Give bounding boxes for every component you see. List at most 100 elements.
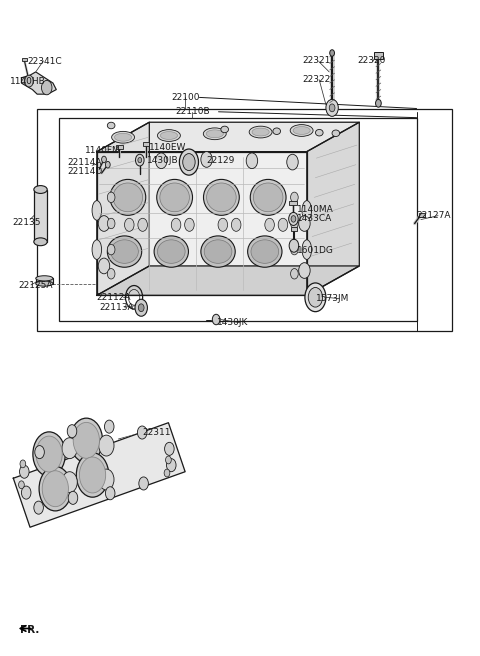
- Circle shape: [305, 283, 326, 312]
- Ellipse shape: [73, 422, 99, 459]
- Circle shape: [166, 456, 171, 464]
- Ellipse shape: [315, 129, 323, 136]
- Polygon shape: [307, 122, 360, 295]
- Circle shape: [62, 438, 77, 459]
- Circle shape: [156, 153, 167, 169]
- Circle shape: [41, 81, 52, 95]
- Bar: [34, 190, 47, 242]
- Ellipse shape: [204, 128, 226, 140]
- Circle shape: [105, 420, 114, 433]
- Text: 22110B: 22110B: [175, 108, 210, 116]
- Ellipse shape: [111, 240, 138, 263]
- Ellipse shape: [115, 133, 132, 141]
- Ellipse shape: [206, 130, 223, 138]
- Ellipse shape: [39, 466, 72, 511]
- Bar: [22, 58, 27, 62]
- Ellipse shape: [253, 183, 283, 212]
- Ellipse shape: [92, 240, 102, 259]
- Circle shape: [290, 218, 298, 229]
- Ellipse shape: [42, 471, 69, 506]
- Circle shape: [231, 218, 241, 232]
- Text: 22112A: 22112A: [97, 293, 132, 302]
- Text: 22129: 22129: [206, 155, 235, 165]
- Bar: [289, 201, 297, 205]
- Circle shape: [287, 154, 298, 170]
- Ellipse shape: [221, 126, 228, 133]
- Text: 22114A: 22114A: [67, 157, 102, 167]
- Ellipse shape: [79, 457, 106, 493]
- Ellipse shape: [248, 236, 282, 267]
- Polygon shape: [22, 72, 56, 94]
- Ellipse shape: [108, 236, 142, 267]
- Circle shape: [20, 465, 29, 478]
- Bar: [36, 278, 53, 283]
- Circle shape: [25, 75, 34, 87]
- Circle shape: [19, 481, 24, 489]
- Circle shape: [375, 99, 381, 107]
- Circle shape: [99, 435, 114, 456]
- Circle shape: [291, 216, 296, 222]
- Circle shape: [35, 445, 44, 459]
- Circle shape: [180, 149, 199, 175]
- Circle shape: [68, 491, 78, 504]
- Polygon shape: [97, 122, 360, 152]
- Circle shape: [326, 99, 338, 116]
- Ellipse shape: [160, 183, 190, 212]
- Text: 1430JB: 1430JB: [147, 155, 179, 165]
- Circle shape: [171, 218, 181, 232]
- Text: 22114D: 22114D: [67, 167, 103, 176]
- Polygon shape: [13, 422, 185, 527]
- Ellipse shape: [157, 240, 185, 263]
- Text: 22113A: 22113A: [99, 302, 134, 312]
- Circle shape: [108, 245, 115, 255]
- Ellipse shape: [252, 128, 269, 136]
- Circle shape: [299, 262, 310, 278]
- Ellipse shape: [112, 131, 134, 143]
- Text: 1140EW: 1140EW: [149, 143, 187, 152]
- Ellipse shape: [108, 122, 115, 129]
- Ellipse shape: [113, 183, 143, 212]
- Circle shape: [265, 218, 275, 232]
- Ellipse shape: [92, 201, 102, 220]
- Ellipse shape: [250, 179, 286, 215]
- Ellipse shape: [76, 453, 109, 497]
- Bar: [143, 142, 149, 146]
- Circle shape: [138, 304, 144, 312]
- Circle shape: [167, 459, 176, 472]
- Ellipse shape: [293, 127, 310, 134]
- Polygon shape: [97, 122, 149, 295]
- Text: 22127A: 22127A: [417, 211, 451, 220]
- Text: 1573JM: 1573JM: [316, 294, 350, 303]
- Ellipse shape: [36, 281, 53, 286]
- Ellipse shape: [34, 238, 47, 246]
- Text: FR.: FR.: [20, 625, 39, 635]
- Circle shape: [246, 153, 258, 169]
- Circle shape: [299, 216, 310, 232]
- Circle shape: [98, 258, 110, 274]
- Circle shape: [108, 268, 115, 279]
- Circle shape: [135, 299, 147, 316]
- Ellipse shape: [332, 130, 340, 136]
- Circle shape: [102, 156, 107, 163]
- Text: 1140HB: 1140HB: [10, 77, 46, 85]
- Circle shape: [34, 501, 43, 514]
- Circle shape: [164, 469, 170, 477]
- Text: 22135: 22135: [12, 218, 40, 227]
- Circle shape: [308, 287, 323, 307]
- Circle shape: [98, 216, 110, 232]
- Ellipse shape: [204, 179, 240, 215]
- Ellipse shape: [70, 418, 103, 462]
- Circle shape: [138, 157, 142, 163]
- Polygon shape: [97, 266, 360, 295]
- Text: 22321: 22321: [302, 56, 330, 65]
- Ellipse shape: [204, 240, 232, 263]
- Circle shape: [212, 314, 220, 325]
- Text: 22322: 22322: [302, 75, 330, 84]
- Ellipse shape: [110, 179, 146, 215]
- Ellipse shape: [36, 436, 62, 472]
- Circle shape: [290, 268, 298, 279]
- Text: 1433CA: 1433CA: [297, 215, 333, 224]
- Text: 1140MA: 1140MA: [297, 205, 334, 214]
- Ellipse shape: [251, 240, 279, 263]
- Circle shape: [330, 50, 335, 56]
